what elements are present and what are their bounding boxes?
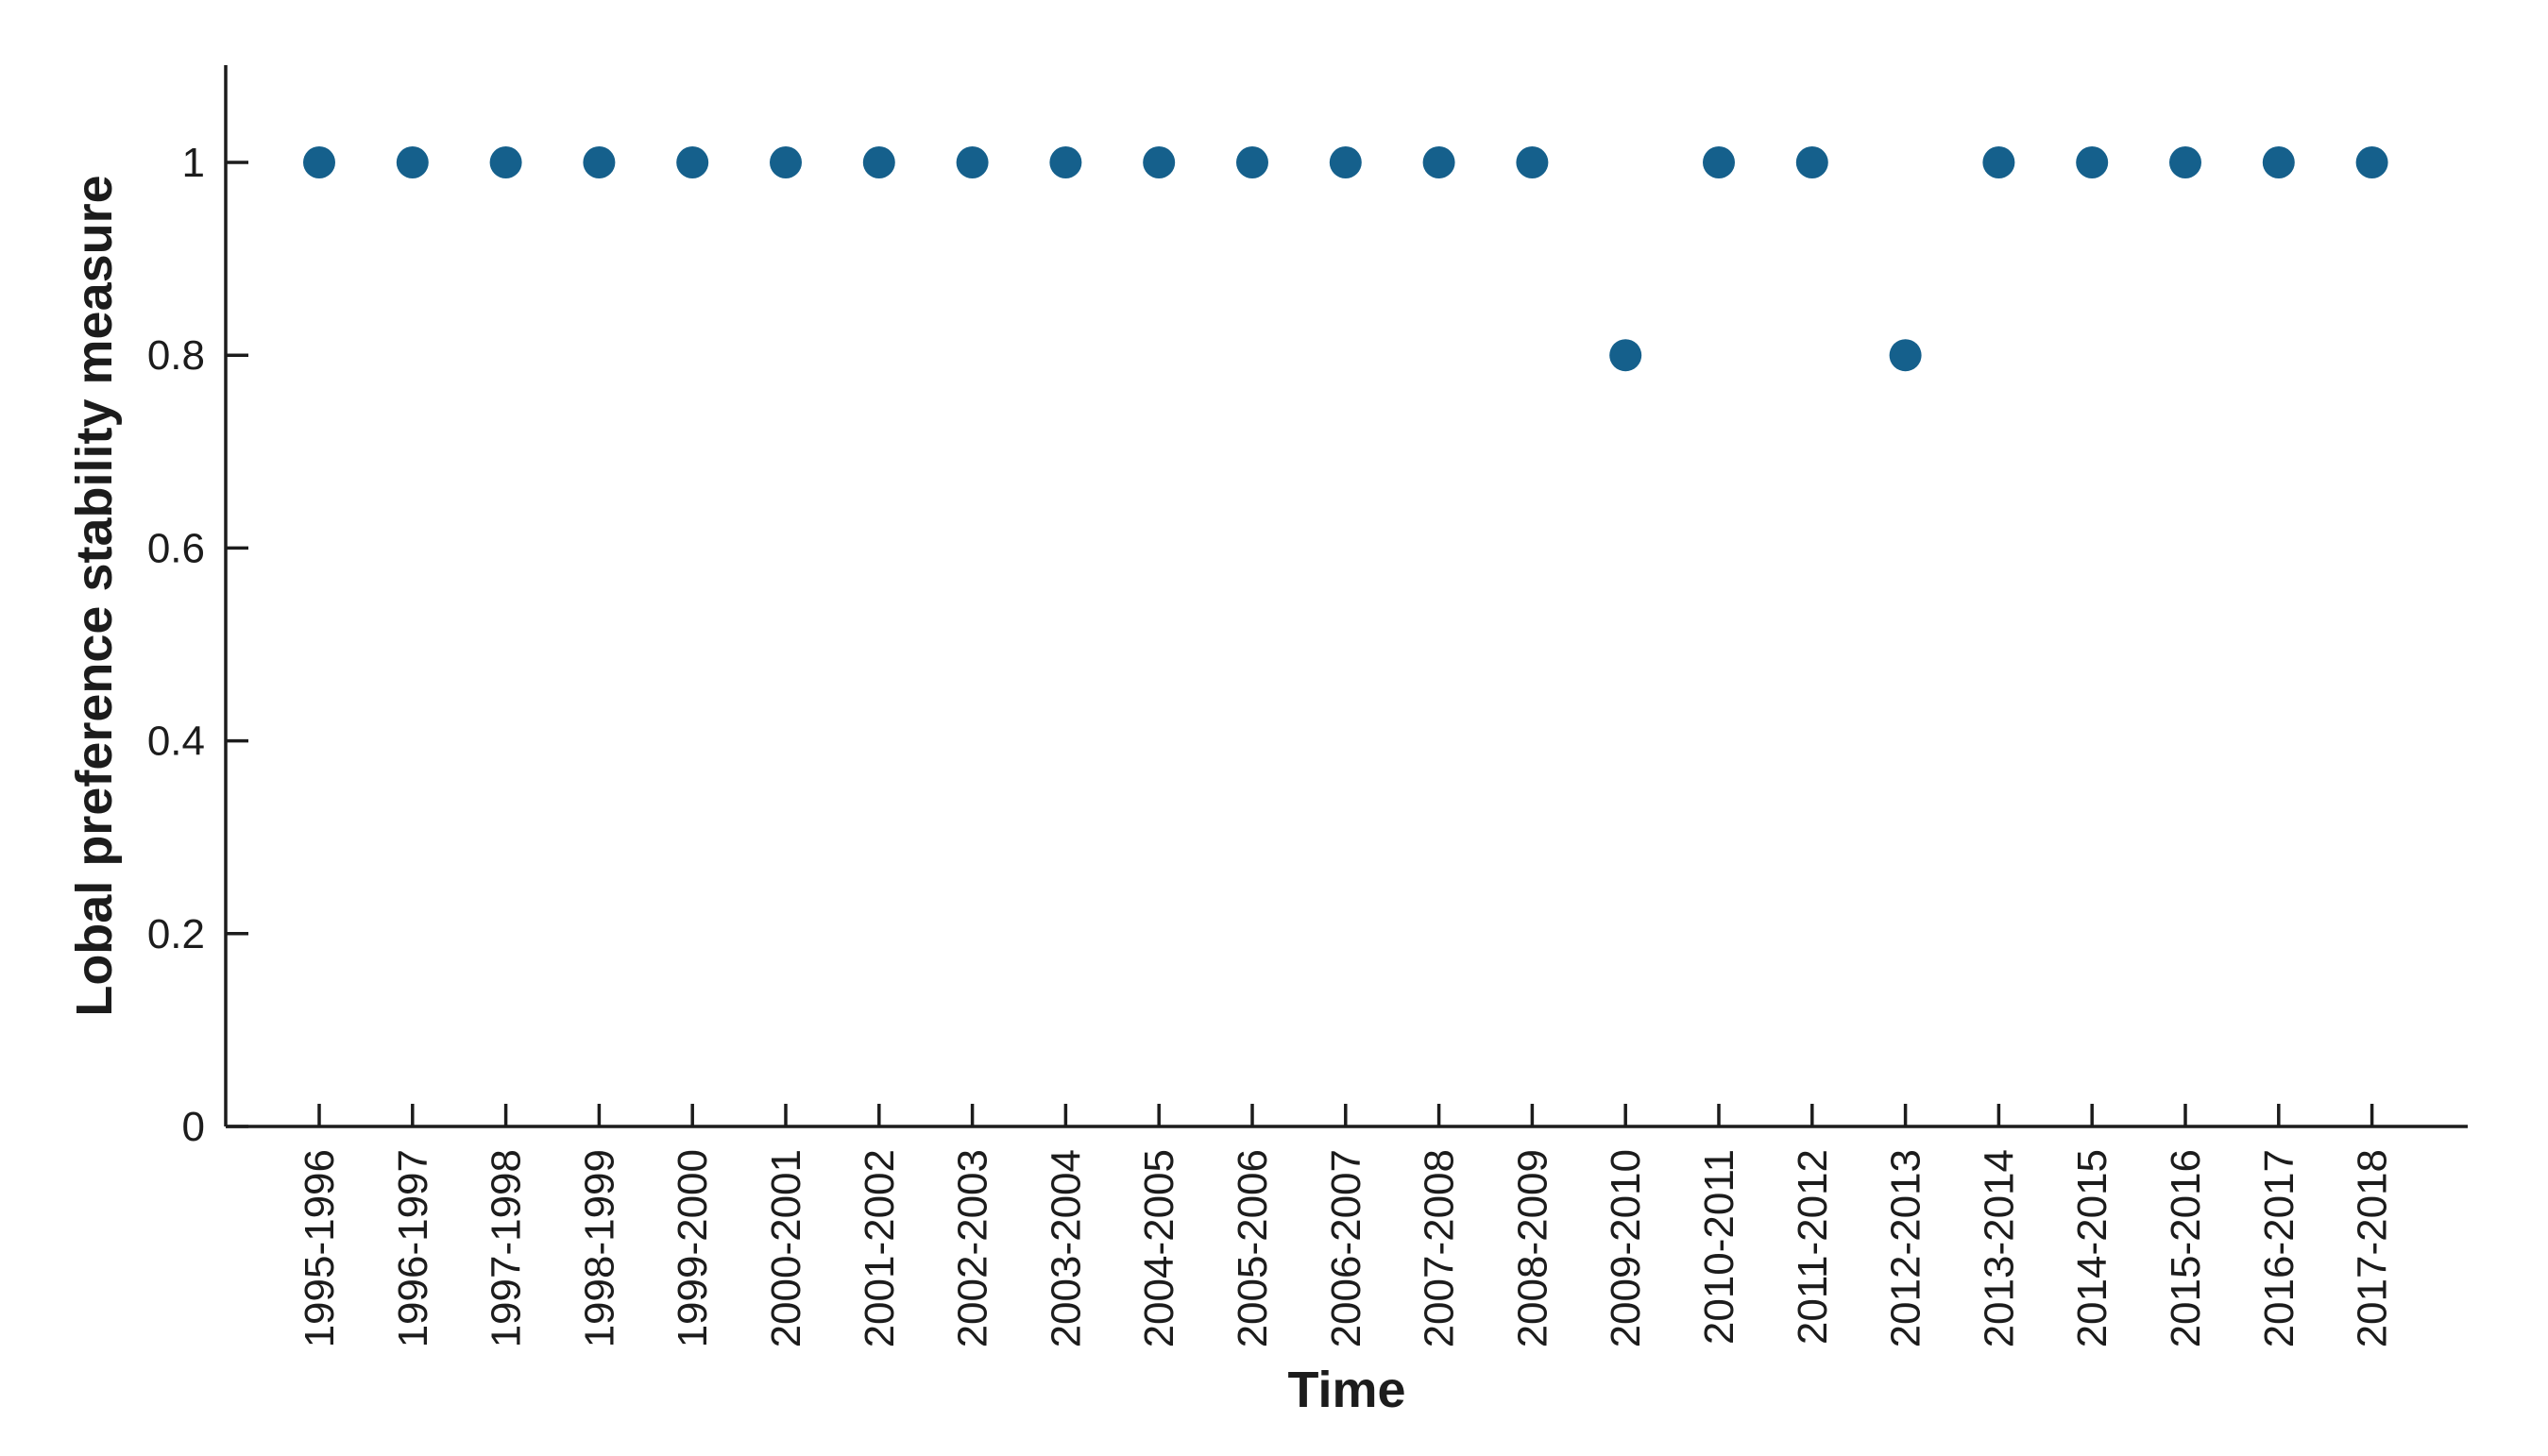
y-tick-label: 0.8	[147, 332, 205, 379]
x-tick-label: 2013-2014	[1976, 1149, 2022, 1347]
data-point	[1609, 339, 1642, 372]
data-point	[770, 146, 802, 178]
y-tick-label: 0	[182, 1104, 205, 1150]
y-tick-label: 0.4	[147, 719, 205, 765]
y-tick-label: 0.2	[147, 911, 205, 957]
data-point	[2355, 146, 2388, 178]
x-tick-label: 2005-2006	[1230, 1149, 1276, 1347]
x-tick-label: 1999-2000	[670, 1149, 716, 1347]
data-point	[396, 146, 429, 178]
x-tick-label: 2008-2009	[1509, 1149, 1555, 1347]
y-axis-title: Lobal preference stability measure	[66, 175, 123, 1016]
x-tick-label: 1995-1996	[297, 1149, 343, 1347]
x-tick-label: 2001-2002	[857, 1149, 903, 1347]
x-axis-title: Time	[1287, 1362, 1405, 1418]
plot-area: 0 0.2 0.4 0.6 0.8 1 1995-1996 1996-1997 1997-199…	[147, 65, 2468, 1347]
data-point	[2169, 146, 2201, 178]
data-point	[1703, 146, 1735, 178]
x-tick-label: 2000-2001	[763, 1149, 809, 1347]
data-point	[2262, 146, 2295, 178]
data-point	[1329, 146, 1362, 178]
y-tick-label: 1	[182, 140, 205, 186]
x-tick-label: 2002-2003	[950, 1149, 996, 1347]
x-tick-label: 2014-2015	[2069, 1149, 2115, 1347]
x-tick-label: 2003-2004	[1043, 1149, 1089, 1347]
x-tick-label: 2004-2005	[1136, 1149, 1182, 1347]
data-point	[583, 146, 616, 178]
x-tick-label: 1997-1998	[484, 1149, 530, 1347]
data-point	[1795, 146, 1828, 178]
data-point	[956, 146, 989, 178]
x-tick-label: 2006-2007	[1323, 1149, 1369, 1347]
data-point	[1143, 146, 1176, 178]
x-tick-label: 2016-2017	[2256, 1149, 2302, 1347]
x-tick-label: 2009-2010	[1603, 1149, 1649, 1347]
data-point	[1049, 146, 1082, 178]
x-tick-label: 2012-2013	[1883, 1149, 1929, 1347]
data-point	[862, 146, 895, 178]
x-tick-label: 1996-1997	[390, 1149, 436, 1347]
data-point	[489, 146, 522, 178]
x-tick-label: 1998-1999	[576, 1149, 622, 1347]
data-point	[1516, 146, 1549, 178]
data-point	[676, 146, 709, 178]
x-tick-label: 2011-2012	[1790, 1149, 1836, 1345]
data-point	[2076, 146, 2109, 178]
data-point	[1982, 146, 2015, 178]
x-tick-label: 2007-2008	[1417, 1149, 1463, 1347]
data-point	[1236, 146, 1268, 178]
x-tick-label: 2015-2016	[2163, 1149, 2209, 1347]
data-point	[1422, 146, 1455, 178]
data-point	[303, 146, 335, 178]
data-point	[1889, 339, 1922, 372]
x-tick-label: 2010-2011	[1696, 1149, 1742, 1345]
y-tick-label: 0.6	[147, 525, 205, 571]
x-tick-label: 2017-2018	[2350, 1149, 2396, 1347]
